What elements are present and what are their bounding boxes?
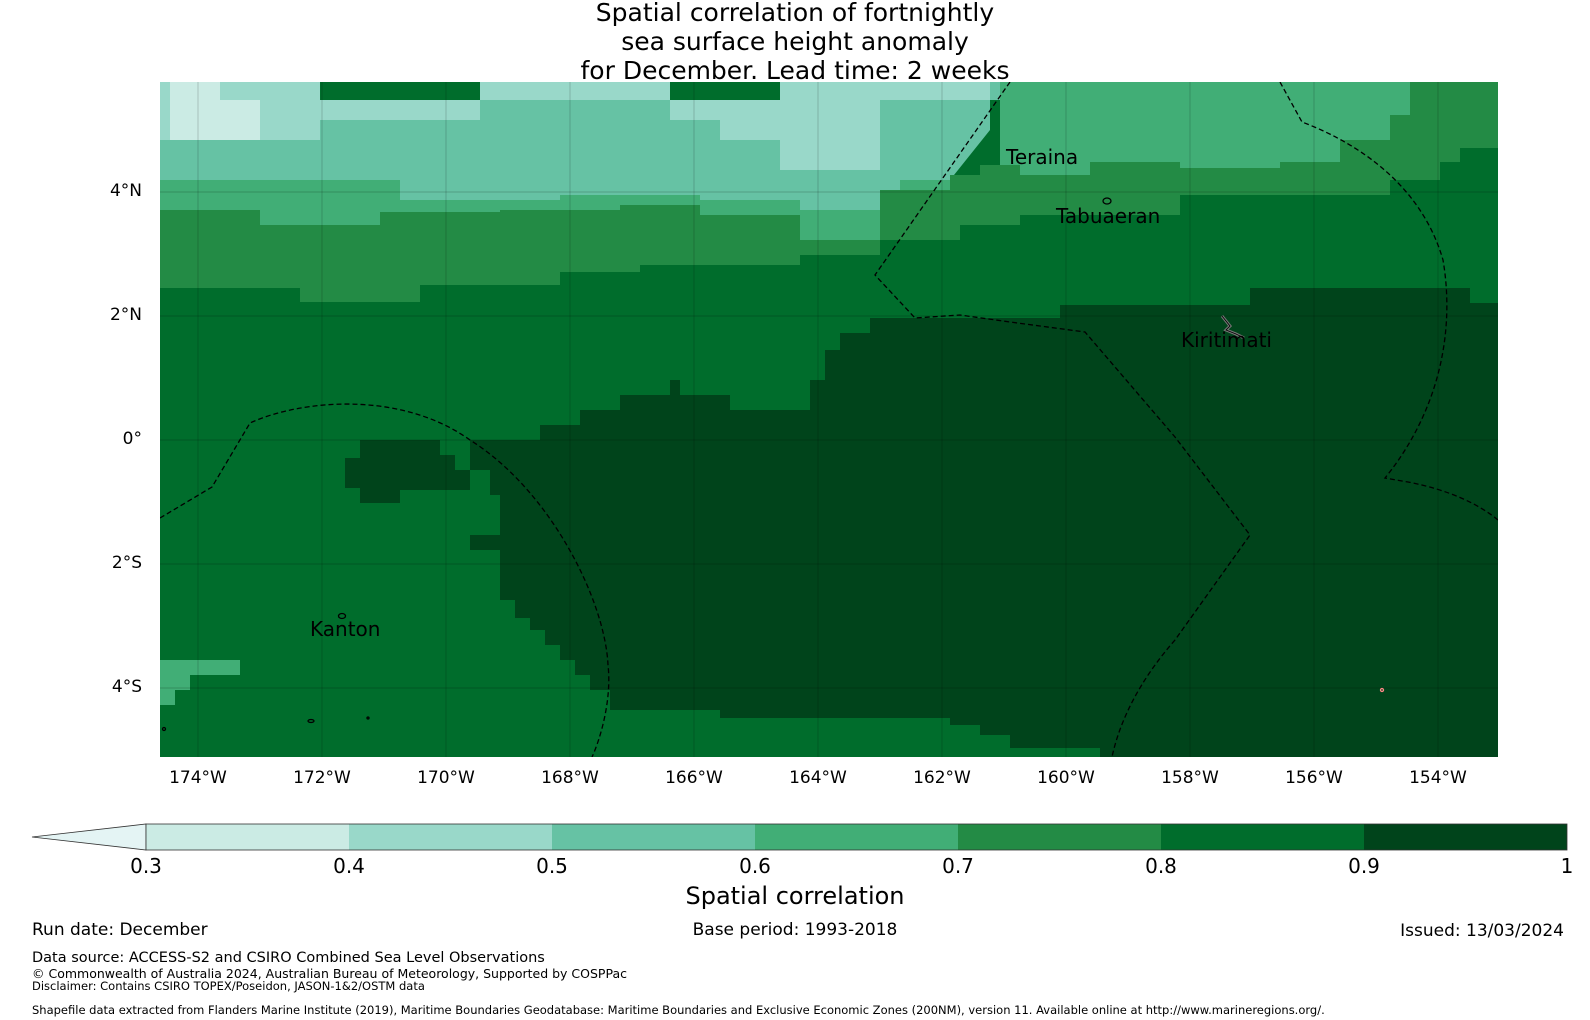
disclaimer: Disclaimer: Contains CSIRO TOPEX/Poseido… — [32, 979, 425, 993]
colorbar-tick-0.7: 0.7 — [942, 854, 974, 878]
colorbar-tick-0.4: 0.4 — [333, 854, 365, 878]
lon-tick-156W: 156°W — [1285, 768, 1343, 788]
lon-tick-166W: 166°W — [665, 768, 723, 788]
band-0.7-0.8 — [160, 82, 1498, 302]
colorbar-tick-0.8: 0.8 — [1145, 854, 1177, 878]
map-title-line-1: Spatial correlation of fortnightly — [595, 0, 995, 27]
colorbar-tick-1: 1 — [1560, 854, 1574, 878]
eez-boundaries — [160, 82, 1498, 757]
band-0.6-0.7 — [160, 82, 1410, 240]
colorbar-tick-0.9: 0.9 — [1348, 854, 1380, 878]
copyright: © Commonwealth of Australia 2024, Austra… — [32, 966, 627, 981]
lat-tick-2S: 2°S — [111, 553, 142, 573]
band-0.5-0.6 — [160, 82, 1000, 210]
lon-tick-164W: 164°W — [789, 768, 847, 788]
lat-tick-2N: 2°N — [109, 305, 142, 325]
place-label-tabuaeran: Tabuaeran — [1056, 204, 1161, 228]
lon-tick-160W: 160°W — [1037, 768, 1095, 788]
place-label-kanton: Kanton — [310, 617, 381, 641]
data-source: Data source: ACCESS-S2 and CSIRO Combine… — [32, 950, 545, 966]
colorbar-label: Spatial correlation — [685, 882, 905, 910]
colorbar-segment-4 — [958, 824, 1161, 850]
lon-tick-154W: 154°W — [1409, 768, 1467, 788]
band-0.9-1-west — [345, 440, 470, 503]
place-label-teraina: Teraina — [1006, 145, 1079, 169]
band-0.4-0.5 — [160, 82, 1000, 170]
correlation-map — [160, 82, 1498, 757]
colorbar-tick-0.6: 0.6 — [739, 854, 771, 878]
colorbar-tick-0.5: 0.5 — [536, 854, 568, 878]
map-title-line-3: for December. Lead time: 2 weeks — [580, 56, 1010, 85]
band-0.9-1 — [470, 288, 1498, 757]
band-0.3-0.4 — [170, 82, 260, 150]
band-0.6-0.7-sw — [160, 660, 240, 705]
colorbar-extend-arrow — [31, 823, 147, 851]
colorbar-segment-2 — [552, 824, 755, 850]
tabuaeran-island — [1102, 197, 1112, 205]
colorbar-segment-0 — [146, 824, 349, 850]
colorbar — [31, 823, 1568, 851]
island-small-3 — [1379, 687, 1385, 693]
colorbar-segment-1 — [349, 824, 552, 850]
kanton-island — [337, 612, 347, 620]
place-label-kiritimati: Kiritimati — [1181, 328, 1272, 352]
lat-tick-4N: 4°N — [109, 181, 142, 201]
lat-tick-0: 0° — [122, 429, 142, 449]
island-small-1 — [307, 718, 315, 724]
lon-tick-172W: 172°W — [293, 768, 351, 788]
lat-tick-4S: 4°S — [111, 677, 142, 697]
colorbar-segment-6 — [1364, 824, 1567, 850]
base-period: Base period: 1993-2018 — [692, 920, 898, 940]
lon-tick-170W: 170°W — [417, 768, 475, 788]
lon-tick-158W: 158°W — [1161, 768, 1219, 788]
issued-date: Issued: 13/03/2024 — [1400, 921, 1564, 941]
islands — [161, 197, 1385, 732]
colorbar-tick-0.3: 0.3 — [130, 854, 162, 878]
graticule — [160, 82, 1498, 757]
colorbar-segment-3 — [755, 824, 958, 850]
island-small-2 — [366, 716, 370, 720]
lon-tick-174W: 174°W — [169, 768, 227, 788]
lon-tick-162W: 162°W — [913, 768, 971, 788]
colorbar-segment-5 — [1161, 824, 1364, 850]
shapefile-credit: Shapefile data extracted from Flanders M… — [32, 1003, 1325, 1017]
island-small-4 — [161, 726, 167, 732]
lon-tick-168W: 168°W — [541, 768, 599, 788]
map-title-line-2: sea surface height anomaly — [621, 27, 969, 56]
run-date: Run date: December — [32, 920, 208, 940]
